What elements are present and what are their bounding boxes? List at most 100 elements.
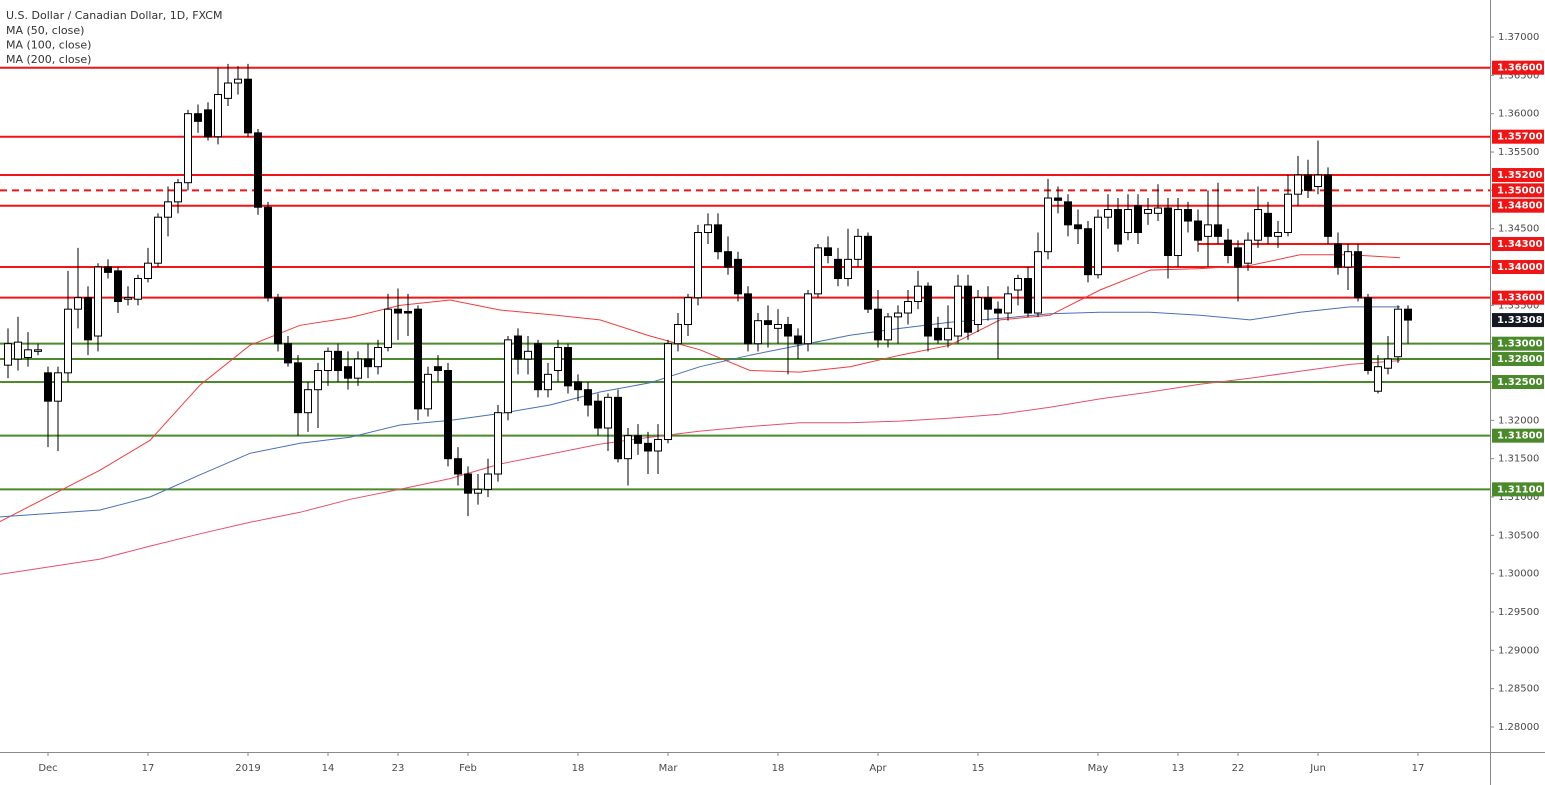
legend-entry: MA (100, close) bbox=[6, 39, 91, 52]
candle-body bbox=[1054, 197, 1062, 201]
candle-body bbox=[854, 235, 862, 260]
x-tick-label: Apr bbox=[869, 763, 887, 774]
y-tick-label: 1.30000 bbox=[1498, 569, 1539, 580]
candle-body bbox=[224, 82, 232, 99]
candle-body bbox=[204, 109, 212, 138]
candle-body bbox=[74, 297, 82, 310]
candle-body bbox=[1034, 251, 1042, 314]
legend-entry: MA (50, close) bbox=[6, 24, 84, 37]
candle-body bbox=[694, 232, 702, 299]
candle-body bbox=[134, 278, 142, 300]
candle-body bbox=[844, 258, 852, 280]
legend-entry: MA (200, close) bbox=[6, 53, 91, 66]
y-tick-label: 1.37000 bbox=[1498, 32, 1539, 43]
candle-body bbox=[374, 347, 382, 368]
level-label-box bbox=[1492, 482, 1544, 497]
candle-body bbox=[244, 78, 252, 134]
y-tick-label: 1.28500 bbox=[1498, 684, 1539, 695]
candle-body bbox=[424, 373, 432, 410]
y-tick-label: 1.36500 bbox=[1498, 70, 1539, 81]
level-label-box bbox=[1492, 290, 1544, 305]
candle-body bbox=[1104, 209, 1112, 218]
candle-body bbox=[1324, 174, 1332, 237]
candle-body bbox=[364, 358, 372, 368]
candle-body bbox=[214, 94, 222, 138]
candle-body bbox=[44, 372, 52, 402]
level-label: 1.32500 bbox=[1497, 377, 1543, 388]
last-price-box bbox=[1492, 313, 1544, 328]
candle-body bbox=[554, 347, 562, 372]
candle-body bbox=[984, 297, 992, 310]
candle-body bbox=[54, 372, 62, 402]
candle-body bbox=[824, 247, 832, 257]
candle-body bbox=[614, 396, 622, 460]
level-label: 1.32800 bbox=[1497, 354, 1543, 365]
candle-body bbox=[934, 327, 942, 341]
candle-body bbox=[794, 335, 802, 345]
y-tick-label: 1.32000 bbox=[1498, 415, 1539, 426]
candle-body bbox=[1244, 239, 1252, 264]
candle-body bbox=[574, 381, 582, 391]
candle-body bbox=[1404, 308, 1412, 321]
candle-body bbox=[884, 316, 892, 341]
level-label-box bbox=[1492, 183, 1544, 198]
candle-body bbox=[724, 251, 732, 268]
level-label: 1.35200 bbox=[1497, 170, 1543, 181]
candle-body bbox=[174, 182, 182, 203]
level-label-box bbox=[1492, 428, 1544, 443]
y-tick-label: 1.29500 bbox=[1498, 607, 1539, 618]
candle-body bbox=[534, 343, 542, 391]
candle-body bbox=[834, 258, 842, 280]
candle-body bbox=[264, 206, 272, 299]
candle-body bbox=[564, 347, 572, 387]
candle-body bbox=[284, 343, 292, 364]
chart-title: U.S. Dollar / Canadian Dollar, 1D, FXCM bbox=[6, 9, 222, 22]
candle-body bbox=[594, 400, 602, 429]
candle-body bbox=[1394, 308, 1402, 358]
candle-body bbox=[1354, 251, 1362, 299]
candle-body bbox=[964, 285, 972, 333]
candle-body bbox=[14, 341, 22, 360]
candle-body bbox=[354, 358, 362, 379]
candle-body bbox=[1084, 228, 1092, 276]
candle-body bbox=[894, 312, 902, 318]
candle-body bbox=[704, 224, 712, 234]
candle-body bbox=[344, 366, 352, 379]
candle-body bbox=[684, 297, 692, 326]
candle-body bbox=[324, 350, 332, 372]
y-tick-label: 1.35500 bbox=[1498, 147, 1539, 158]
candle-body bbox=[1274, 232, 1282, 237]
candle-body bbox=[34, 349, 42, 352]
x-tick-label: 15 bbox=[972, 763, 985, 774]
candle-body bbox=[524, 350, 532, 360]
y-tick-label: 1.34500 bbox=[1498, 224, 1539, 235]
candle-body bbox=[444, 370, 452, 460]
candle-body bbox=[494, 412, 502, 475]
candle-body bbox=[1344, 251, 1352, 268]
candle-body bbox=[914, 285, 922, 303]
candle-body bbox=[1014, 278, 1022, 291]
candle-body bbox=[1284, 193, 1292, 234]
candle-body bbox=[24, 349, 32, 358]
candle-body bbox=[774, 324, 782, 329]
candle-body bbox=[504, 339, 512, 414]
candle-body bbox=[1174, 209, 1182, 257]
candle-body bbox=[1164, 207, 1172, 257]
candle-body bbox=[384, 308, 392, 349]
candle-body bbox=[804, 293, 812, 345]
y-tick-label: 1.29000 bbox=[1498, 645, 1539, 656]
candle-body bbox=[1334, 243, 1342, 268]
candle-body bbox=[1144, 209, 1152, 214]
candle-body bbox=[94, 266, 102, 337]
level-label: 1.34800 bbox=[1497, 201, 1543, 212]
level-label-box bbox=[1492, 168, 1544, 183]
y-tick-label: 1.31000 bbox=[1498, 492, 1539, 503]
x-tick-label: 17 bbox=[1412, 763, 1425, 774]
candle-body bbox=[314, 370, 322, 391]
candle-body bbox=[764, 320, 772, 326]
candle-body bbox=[1064, 201, 1072, 226]
candle-body bbox=[124, 297, 132, 300]
candle-body bbox=[394, 308, 402, 314]
